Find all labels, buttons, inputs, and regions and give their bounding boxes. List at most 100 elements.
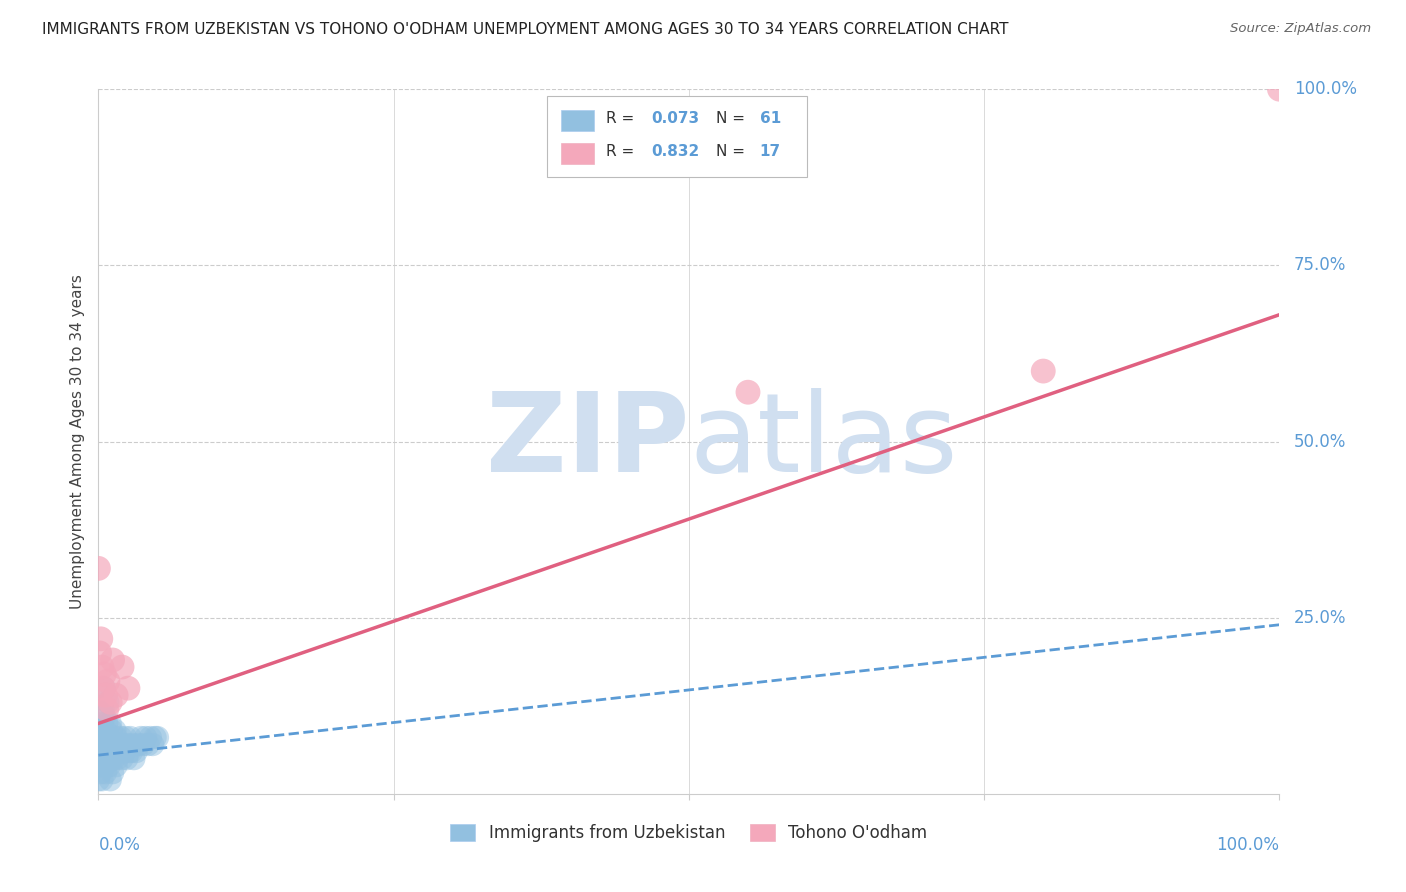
Point — [91, 751, 114, 765]
Point — [105, 751, 128, 765]
Point — [111, 660, 134, 674]
Text: Source: ZipAtlas.com: Source: ZipAtlas.com — [1230, 22, 1371, 36]
Point — [98, 731, 121, 745]
Point — [97, 674, 120, 689]
Text: atlas: atlas — [689, 388, 957, 495]
Point — [90, 632, 112, 646]
Text: N =: N = — [716, 144, 749, 159]
Text: ZIP: ZIP — [485, 388, 689, 495]
Point — [91, 745, 114, 759]
Point — [117, 681, 139, 696]
Point — [111, 751, 134, 765]
Point — [93, 667, 115, 681]
Point — [98, 772, 121, 787]
Text: 50.0%: 50.0% — [1294, 433, 1346, 450]
Point — [117, 738, 139, 752]
Point — [135, 731, 157, 745]
Point — [91, 702, 114, 716]
FancyBboxPatch shape — [547, 96, 807, 178]
Point — [93, 738, 115, 752]
Point — [91, 772, 114, 787]
Point — [94, 688, 117, 702]
Point — [107, 738, 129, 752]
Point — [122, 751, 145, 765]
Text: IMMIGRANTS FROM UZBEKISTAN VS TOHONO O'ODHAM UNEMPLOYMENT AMONG AGES 30 TO 34 YE: IMMIGRANTS FROM UZBEKISTAN VS TOHONO O'O… — [42, 22, 1008, 37]
Point — [87, 751, 110, 765]
Point — [97, 695, 120, 709]
Point — [103, 751, 125, 765]
Point — [104, 723, 127, 738]
Point — [101, 653, 124, 667]
Point — [93, 758, 115, 772]
Point — [1032, 364, 1054, 378]
Point — [98, 758, 121, 772]
Point — [98, 716, 121, 731]
Point — [100, 723, 122, 738]
Point — [105, 758, 128, 772]
Point — [94, 765, 117, 780]
Point — [121, 738, 143, 752]
Point — [98, 695, 121, 709]
Point — [87, 561, 110, 575]
Point — [89, 731, 111, 745]
Text: 25.0%: 25.0% — [1294, 608, 1346, 627]
Point — [104, 745, 127, 759]
Y-axis label: Unemployment Among Ages 30 to 34 years: Unemployment Among Ages 30 to 34 years — [69, 274, 84, 609]
Point — [89, 758, 111, 772]
Point — [100, 751, 122, 765]
Point — [1268, 82, 1291, 96]
Point — [128, 738, 150, 752]
Point — [97, 745, 120, 759]
Text: 0.832: 0.832 — [651, 144, 699, 159]
Point — [91, 716, 114, 731]
Point — [87, 772, 110, 787]
Point — [112, 745, 135, 759]
Text: 100.0%: 100.0% — [1294, 80, 1357, 98]
Point — [91, 660, 114, 674]
FancyBboxPatch shape — [561, 111, 595, 131]
Text: R =: R = — [606, 112, 640, 127]
Point — [105, 731, 128, 745]
Point — [93, 681, 115, 696]
Point — [121, 745, 143, 759]
Point — [105, 688, 128, 702]
Text: 61: 61 — [759, 112, 782, 127]
Point — [112, 738, 135, 752]
Legend: Immigrants from Uzbekistan, Tohono O'odham: Immigrants from Uzbekistan, Tohono O'odh… — [444, 817, 934, 849]
Point — [115, 751, 138, 765]
Text: 0.0%: 0.0% — [98, 836, 141, 855]
Point — [143, 731, 166, 745]
Point — [96, 702, 118, 716]
Point — [91, 681, 114, 696]
Point — [114, 731, 136, 745]
Text: 0.073: 0.073 — [651, 112, 699, 127]
Point — [89, 646, 111, 660]
Point — [120, 731, 142, 745]
Point — [139, 731, 162, 745]
Point — [91, 731, 114, 745]
Point — [142, 738, 165, 752]
Text: 100.0%: 100.0% — [1216, 836, 1279, 855]
Text: 17: 17 — [759, 144, 780, 159]
Point — [101, 765, 124, 780]
Text: 75.0%: 75.0% — [1294, 256, 1346, 275]
Point — [90, 765, 112, 780]
Point — [93, 709, 115, 723]
Point — [108, 745, 131, 759]
Point — [94, 723, 117, 738]
Point — [96, 716, 118, 731]
Point — [146, 731, 169, 745]
Point — [110, 731, 132, 745]
Point — [125, 745, 148, 759]
Point — [118, 745, 141, 759]
Point — [132, 738, 155, 752]
Point — [96, 751, 118, 765]
Text: N =: N = — [716, 112, 749, 127]
Point — [737, 385, 759, 400]
Point — [101, 738, 124, 752]
Text: R =: R = — [606, 144, 640, 159]
Point — [129, 731, 152, 745]
Point — [136, 738, 159, 752]
FancyBboxPatch shape — [561, 143, 595, 164]
Point — [98, 745, 121, 759]
